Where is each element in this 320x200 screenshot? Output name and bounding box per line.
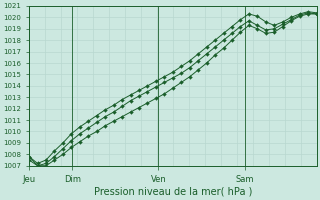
X-axis label: Pression niveau de la mer( hPa ): Pression niveau de la mer( hPa ) bbox=[94, 187, 252, 197]
